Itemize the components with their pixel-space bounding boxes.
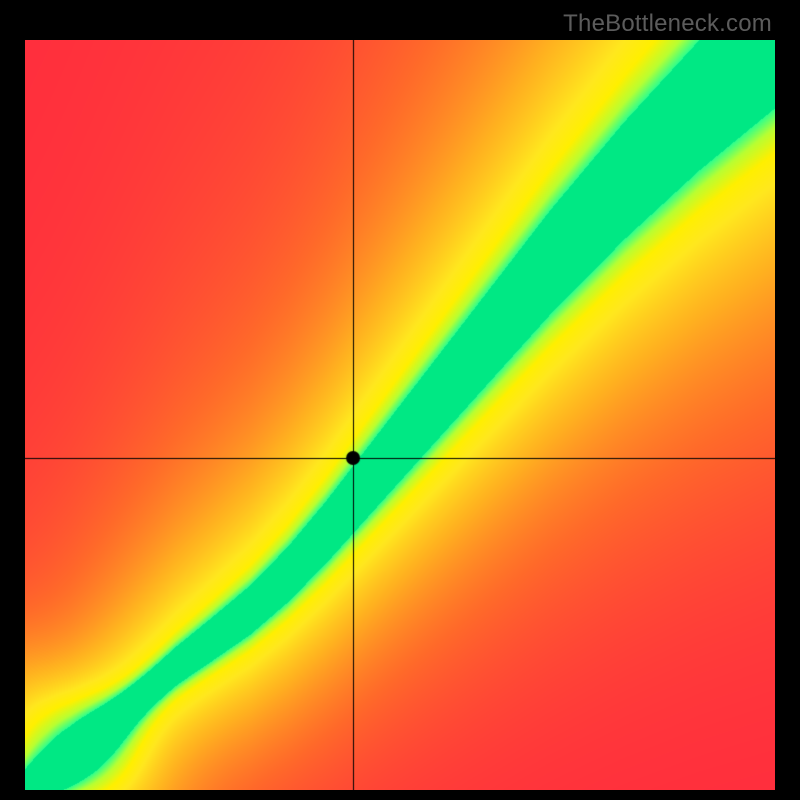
attribution-text: TheBottleneck.com <box>563 10 772 38</box>
bottleneck-heatmap <box>25 40 775 790</box>
chart-frame <box>25 40 775 790</box>
